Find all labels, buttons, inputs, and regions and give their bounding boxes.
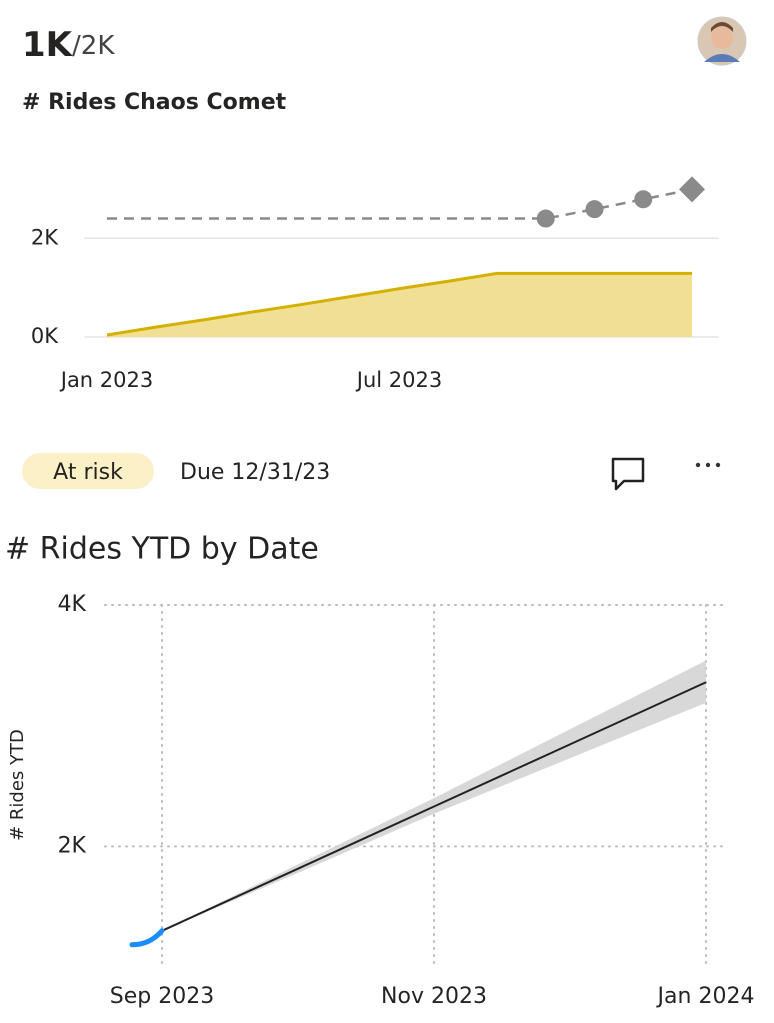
goal-title: # Rides Chaos Comet	[22, 90, 287, 115]
more-dot[interactable]	[705, 462, 711, 468]
actual-area	[107, 273, 692, 337]
avatar-shirt	[704, 54, 740, 62]
actual-line	[129, 928, 165, 948]
forecast-point	[536, 209, 555, 228]
y-tick-label: 2K	[31, 225, 59, 249]
actual-line	[106, 271, 692, 337]
comment-button[interactable]	[611, 457, 645, 491]
header-value-line: 1K/2K	[22, 25, 115, 65]
target-line	[107, 188, 693, 220]
more-dot[interactable]	[695, 462, 701, 468]
forecast-point	[585, 200, 604, 219]
y-axis-label: # Rides YTD	[7, 729, 28, 841]
due-date: Due 12/31/23	[180, 460, 330, 485]
more-dot[interactable]	[715, 462, 721, 468]
status-pill[interactable]	[22, 453, 154, 489]
y-tick-label: 2K	[58, 833, 87, 858]
more-button[interactable]	[695, 462, 721, 468]
avatar-face	[711, 27, 733, 49]
x-tick-label: Jul 2023	[355, 368, 442, 392]
x-tick-label: Nov 2023	[381, 984, 487, 1009]
current-value: 1K	[22, 25, 74, 65]
comment-icon[interactable]	[611, 457, 645, 491]
avatar-hair	[711, 22, 733, 32]
avatar[interactable]	[697, 16, 747, 66]
x-tick-label: Jan 2023	[59, 368, 154, 392]
target-value: /2K	[72, 31, 115, 61]
status-label: At risk	[53, 460, 123, 485]
y-tick-label: 4K	[58, 592, 87, 617]
x-tick-label: Jan 2024	[656, 984, 755, 1009]
target-point	[679, 176, 705, 203]
forecast-line	[161, 681, 707, 932]
forecast-point	[634, 190, 653, 209]
x-tick-label: Sep 2023	[110, 984, 214, 1009]
chart-title: # Rides YTD by Date	[5, 532, 319, 567]
y-tick-label: 0K	[31, 324, 59, 348]
